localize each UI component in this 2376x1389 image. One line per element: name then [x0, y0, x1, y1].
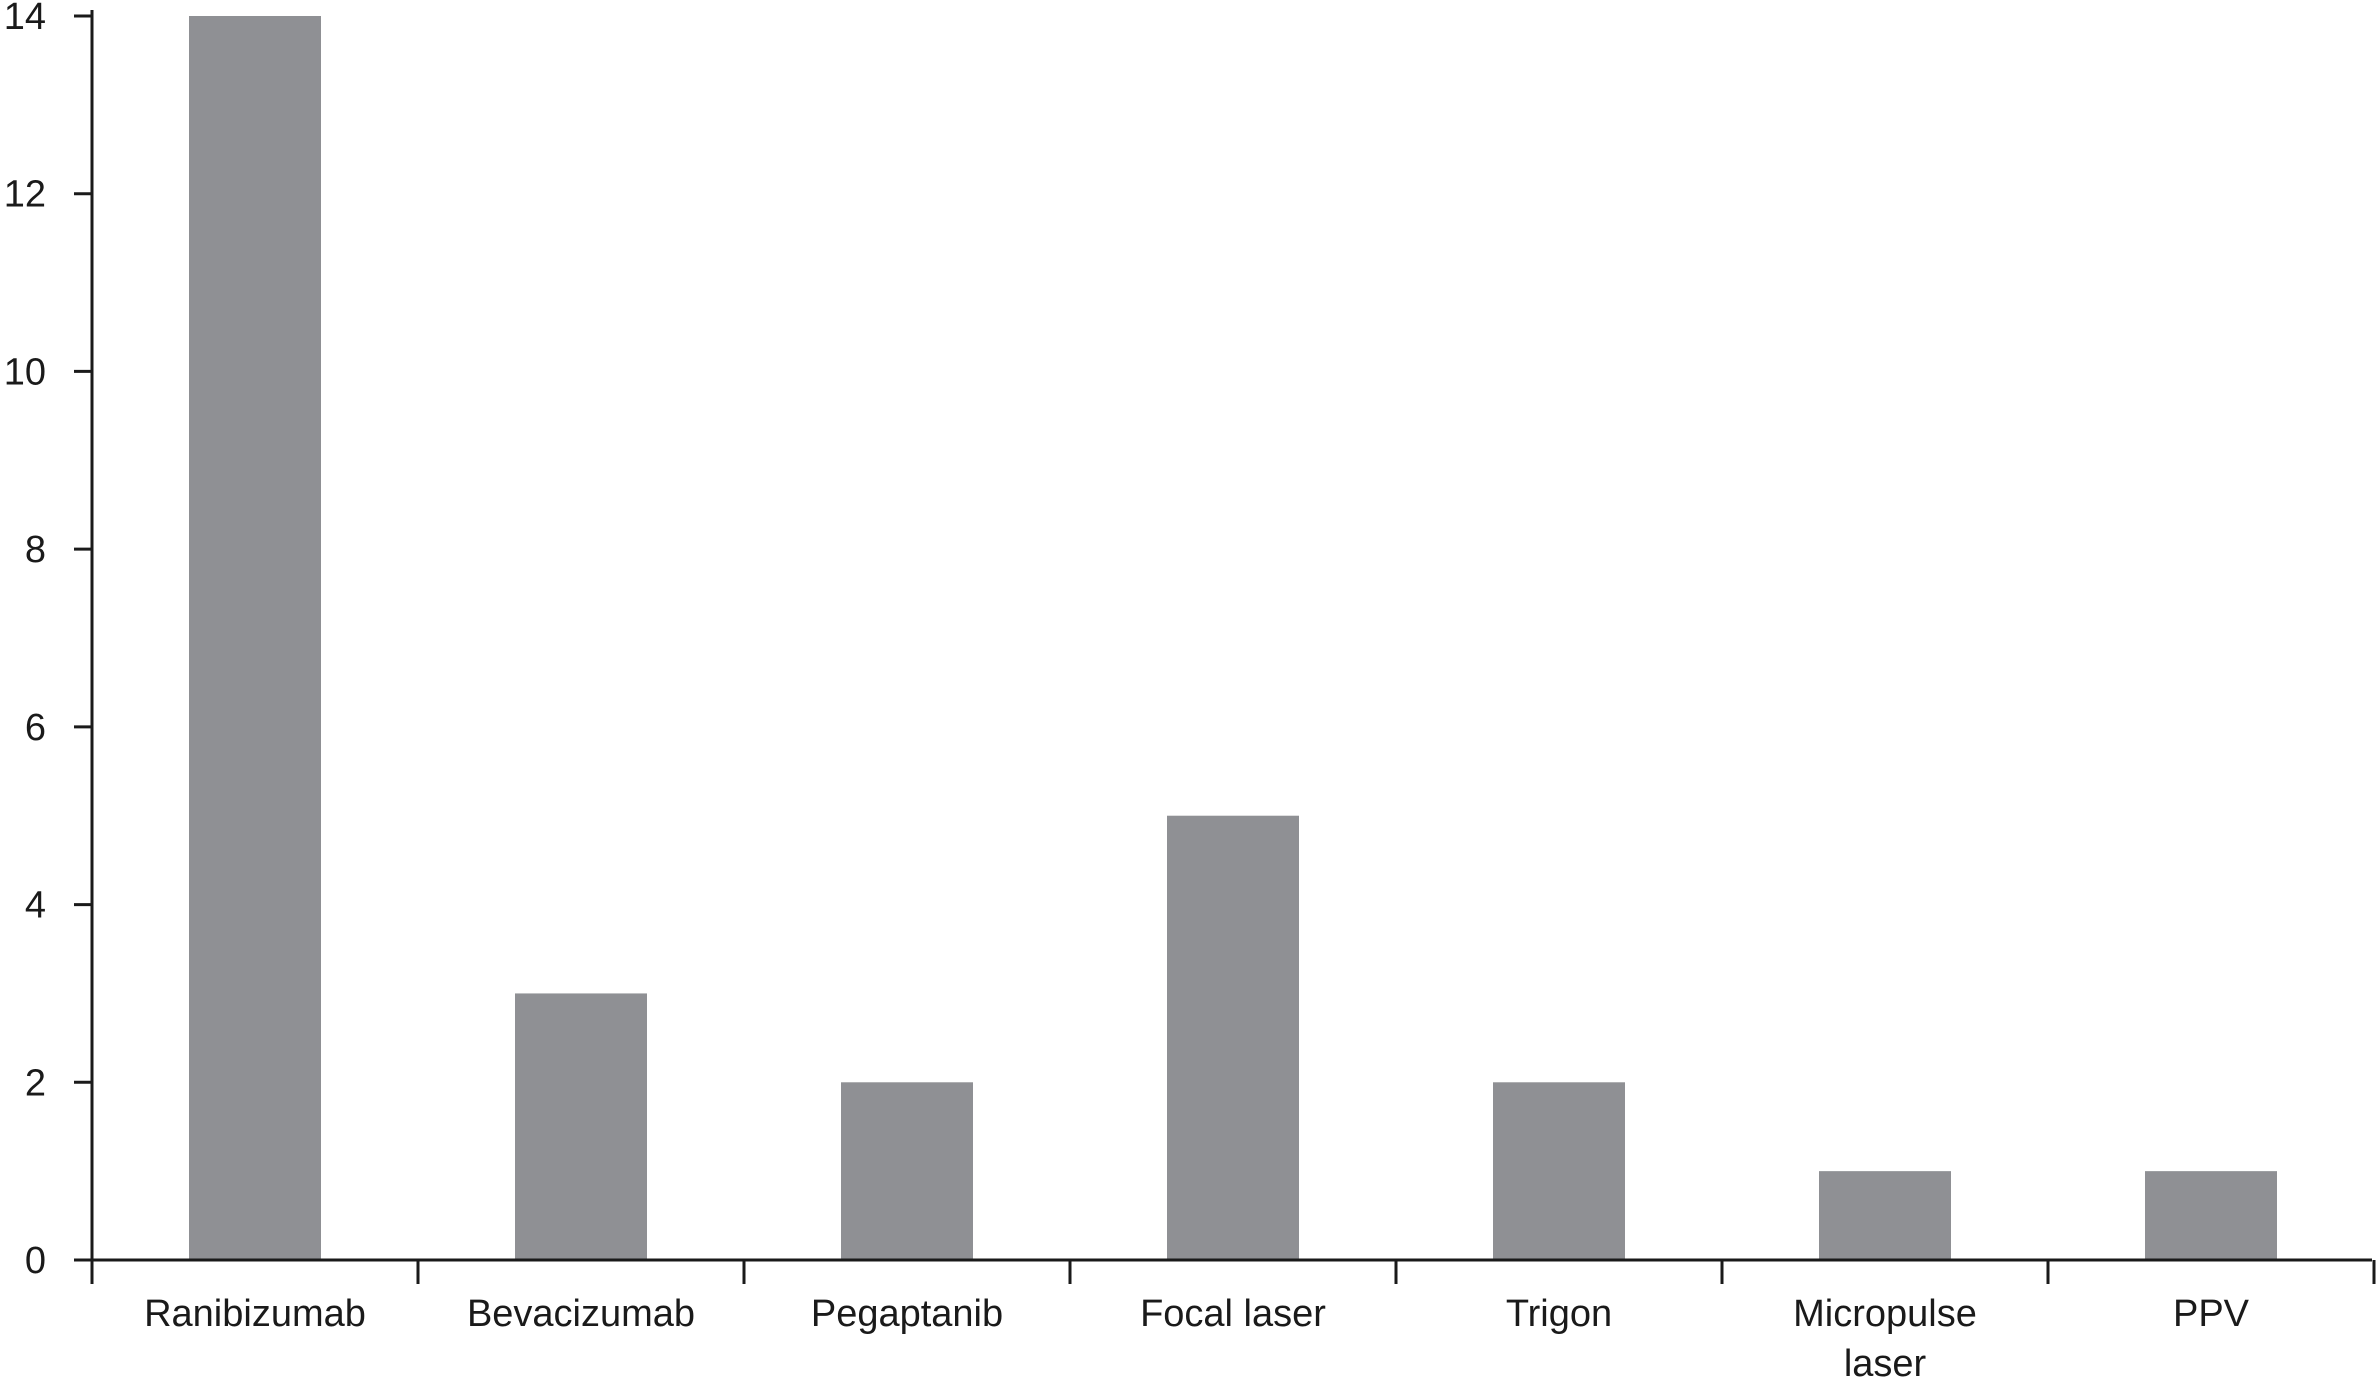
y-tick-label: 12	[4, 174, 46, 216]
x-tick-label-line: PPV	[2173, 1293, 2250, 1335]
x-tick-label: Trigon	[1506, 1293, 1612, 1335]
x-tick-label-line: laser	[1844, 1343, 1927, 1385]
y-axis-ticks: 0 2 4 6 8 10 12 14	[4, 0, 92, 1282]
y-tick-label: 4	[25, 885, 46, 927]
y-tick-label: 14	[4, 0, 46, 38]
x-tick-label-line: Pegaptanib	[811, 1293, 1003, 1335]
bar-focal-laser	[1167, 815, 1299, 1260]
x-tick-label-line: Bevacizumab	[467, 1293, 695, 1335]
x-tick-label-line: Micropulse	[1793, 1293, 1977, 1335]
y-tick-label: 6	[25, 707, 46, 749]
x-tick-label: PPV	[2173, 1293, 2250, 1335]
bar-pegaptanib	[841, 1082, 973, 1260]
y-tick-label: 8	[25, 529, 46, 571]
x-tick-label-line: Trigon	[1506, 1293, 1612, 1335]
y-tick-label: 10	[4, 351, 46, 393]
bar-micropulse-laser	[1819, 1171, 1951, 1260]
y-tick-label: 0	[25, 1240, 46, 1282]
bar-ppv	[2145, 1171, 2277, 1260]
x-tick-label: Ranibizumab	[144, 1293, 366, 1335]
x-tick-label: Focal laser	[1140, 1293, 1326, 1335]
x-tick-label: Micropulse laser	[1793, 1293, 1977, 1385]
axes	[90, 10, 2372, 1262]
y-tick-label: 2	[25, 1062, 46, 1104]
bars	[189, 16, 2277, 1260]
x-tick-label-line: Focal laser	[1140, 1293, 1326, 1335]
x-tick-label: Bevacizumab	[467, 1293, 695, 1335]
x-axis-ticks: Ranibizumab Bevacizumab Pegaptanib Focal la…	[90, 1260, 2376, 1385]
x-tick-label: Pegaptanib	[811, 1293, 1003, 1335]
bar-trigon	[1493, 1082, 1625, 1260]
x-tick-label-line: Ranibizumab	[144, 1293, 366, 1335]
bar-ranibizumab	[189, 16, 321, 1260]
bar-bevacizumab	[515, 993, 647, 1260]
